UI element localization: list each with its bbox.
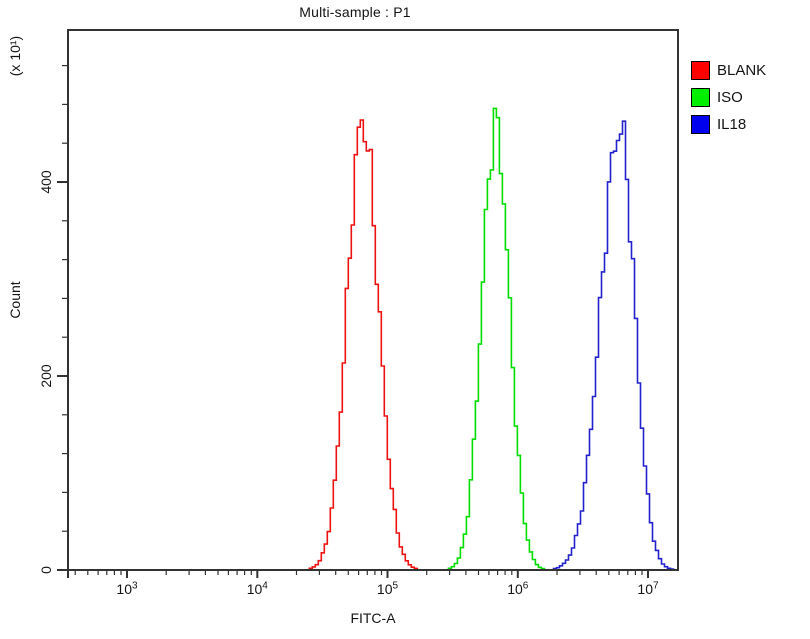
x-tick-label: 106 (507, 580, 529, 597)
y-tick-label: 400 (38, 170, 54, 194)
legend-item-il18: IL18 (691, 114, 766, 134)
series-il18-curve (552, 120, 675, 569)
legend-label: ISO (717, 88, 743, 106)
x-tick-label: 104 (246, 580, 268, 597)
plot-border (67, 29, 679, 571)
x-tick-label: 103 (116, 580, 138, 597)
legend: BLANK ISO IL18 (691, 60, 767, 142)
series-iso-curve (447, 107, 546, 569)
legend-label: IL18 (717, 115, 747, 133)
legend-swatch-blank (691, 60, 710, 80)
chart-title: Multi-sample : P1 (299, 4, 411, 20)
legend-swatch-iso (691, 87, 710, 107)
x-axis-label: FITC-A (350, 610, 396, 626)
legend-swatch-il18 (691, 114, 710, 134)
y-axis-unit-label: (x 10¹) (7, 35, 23, 77)
series-blank-curve (308, 119, 419, 569)
x-tick-label: 105 (376, 580, 399, 597)
y-tick-label: 200 (38, 364, 54, 388)
legend-label: BLANK (717, 61, 767, 79)
y-axis-label: Count (7, 281, 23, 319)
x-tick-label: 107 (637, 580, 659, 597)
legend-item-iso: ISO (691, 87, 766, 107)
y-tick-label: 0 (38, 566, 54, 574)
legend-item-blank: BLANK (691, 60, 767, 80)
